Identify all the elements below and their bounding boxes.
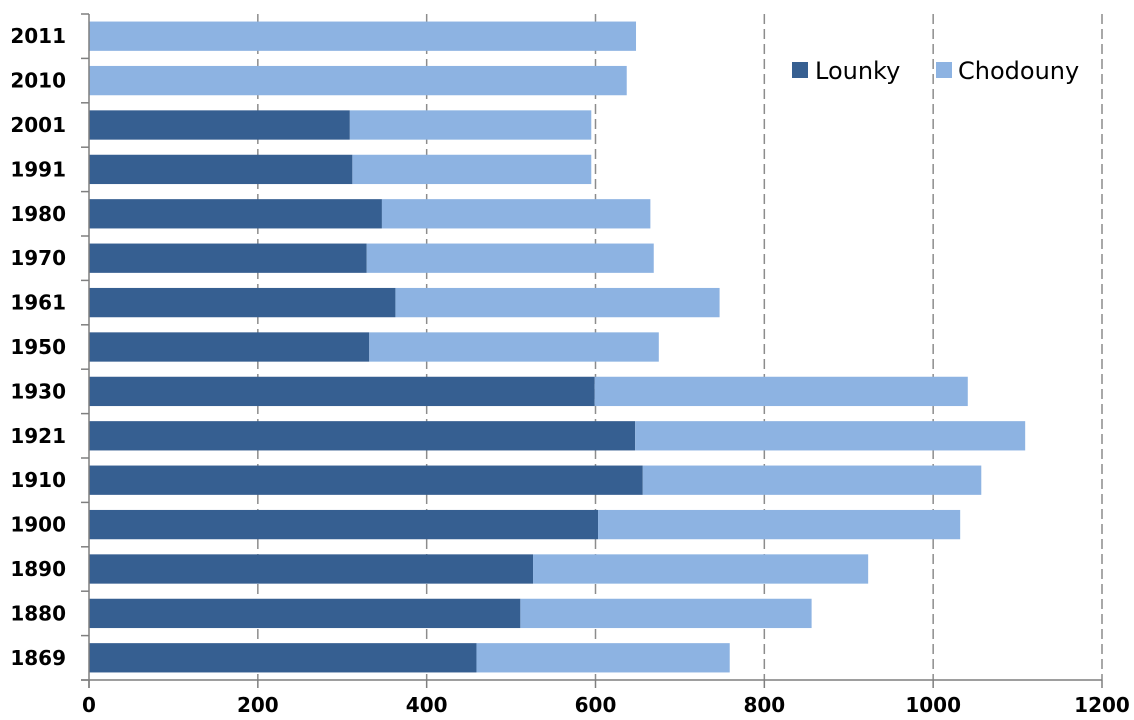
bar-lounky-1980 <box>89 199 382 229</box>
bar-chodouny-1980 <box>381 199 651 229</box>
bar-chodouny-1921 <box>635 421 1026 451</box>
legend-swatch-chodouny <box>936 62 952 78</box>
bar-chodouny-1900 <box>598 509 961 540</box>
y-tick-label-1961: 1961 <box>10 291 66 315</box>
bar-lounky-1910 <box>89 465 643 495</box>
y-tick-label-1970: 1970 <box>10 246 66 270</box>
x-tick-label-400: 400 <box>406 693 448 717</box>
y-tick-label-1921: 1921 <box>10 424 66 448</box>
bar-lounky-1991 <box>89 154 353 185</box>
bar-lounky-1921 <box>89 421 636 451</box>
x-tick-label-1000: 1000 <box>905 693 961 717</box>
bar-lounky-1880 <box>89 598 521 629</box>
y-tick-label-2001: 2001 <box>10 113 66 137</box>
legend-swatch-lounky <box>792 62 808 78</box>
y-tick-label-1890: 1890 <box>10 557 66 581</box>
x-tick-label-800: 800 <box>743 693 785 717</box>
y-tick-label-2010: 2010 <box>10 69 66 93</box>
x-tick-labels: 0 200 400 600 800 1000 1200 <box>82 693 1130 717</box>
x-tick-label-600: 600 <box>575 693 617 717</box>
y-tick-labels: 2011 2010 2001 1991 1980 1970 1961 1950 1930 1921… <box>10 24 66 670</box>
bar-lounky-1869 <box>89 643 477 673</box>
y-tick-label-1980: 1980 <box>10 202 66 226</box>
bar-lounky-2001 <box>89 110 350 140</box>
bars <box>89 21 1026 673</box>
x-tick-label-0: 0 <box>82 693 96 717</box>
bar-chodouny-1950 <box>369 332 659 362</box>
y-tick-label-2011: 2011 <box>10 24 66 48</box>
bar-lounky-1970 <box>89 243 367 273</box>
y-tick-label-1991: 1991 <box>10 157 66 181</box>
bar-chodouny-1890 <box>533 554 869 584</box>
x-tick-label-200: 200 <box>237 693 279 717</box>
bar-chodouny-2011 <box>89 21 637 51</box>
legend-label-chodouny: Chodouny <box>958 57 1079 85</box>
bar-lounky-1900 <box>89 509 599 540</box>
bar-chodouny-1910 <box>642 465 982 495</box>
bar-chodouny-1961 <box>395 287 720 318</box>
y-tick-label-1910: 1910 <box>10 468 66 492</box>
bar-lounky-1950 <box>89 332 370 362</box>
legend-label-lounky: Lounky <box>815 57 900 85</box>
bar-chodouny-1869 <box>476 643 730 673</box>
x-tick-label-1200: 1200 <box>1074 693 1130 717</box>
y-tick-label-1950: 1950 <box>10 335 66 359</box>
bar-lounky-1961 <box>89 287 396 318</box>
bar-chodouny-2010 <box>89 65 627 96</box>
bar-chodouny-1880 <box>520 598 812 629</box>
legend: Lounky Chodouny <box>792 57 1079 85</box>
y-tick-label-1930: 1930 <box>10 379 66 403</box>
y-tick-label-1869: 1869 <box>10 646 66 670</box>
y-tick-label-1900: 1900 <box>10 513 66 537</box>
bar-chodouny-1991 <box>352 154 592 185</box>
bar-chodouny-2001 <box>349 110 592 140</box>
bar-chodouny-1930 <box>594 376 968 407</box>
bar-lounky-1930 <box>89 376 595 407</box>
axes <box>81 13 1103 688</box>
y-tick-label-1880: 1880 <box>10 601 66 625</box>
bar-lounky-1890 <box>89 554 534 584</box>
bar-chodouny-1970 <box>366 243 654 273</box>
